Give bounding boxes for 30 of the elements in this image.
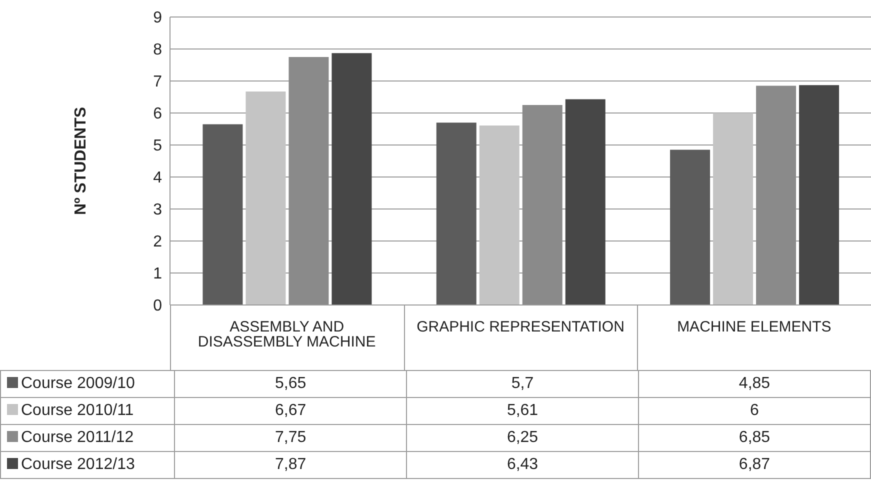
y-tick-label: 9 (153, 10, 162, 27)
legend-label: Course 2010/11 (0, 398, 175, 424)
data-label: 7,75 (174, 424, 407, 452)
data-label: 4,85 (638, 370, 870, 398)
y-tick-label: 2 (153, 234, 162, 251)
y-tick-label: 3 (153, 202, 162, 219)
data-label: 5,61 (406, 398, 638, 424)
data-label: 6,43 (406, 452, 638, 478)
y-tick-label: 0 (153, 298, 162, 315)
x-tick-label: ASSEMBLY AND DISASSEMBLY MACHINE (198, 318, 376, 351)
data-label: 6 (638, 398, 870, 424)
data-label: 5,7 (406, 370, 638, 398)
data-label: 6,25 (406, 424, 638, 452)
y-tick-label: 4 (153, 170, 162, 187)
data-label: 7,87 (174, 452, 407, 478)
data-label: 5,65 (174, 370, 407, 398)
data-label: 6,67 (174, 398, 407, 424)
x-tick-label: MACHINE ELEMENTS (677, 318, 832, 336)
legend-label: Course 2011/12 (0, 424, 175, 452)
data-label: 6,87 (638, 452, 870, 478)
y-tick-label: 7 (153, 74, 162, 91)
y-axis-title: Nº STUDENTS (72, 106, 90, 216)
y-tick-label: 5 (153, 138, 162, 155)
y-tick-label: 8 (153, 42, 162, 59)
legend-label: Course 2009/10 (0, 370, 175, 398)
data-label: 6,85 (638, 424, 870, 452)
y-tick-label: 1 (153, 266, 162, 283)
legend-label: Course 2012/13 (0, 452, 175, 478)
x-tick-label: GRAPHIC REPRESENTATION (416, 318, 624, 336)
y-tick-label: 6 (153, 106, 162, 123)
